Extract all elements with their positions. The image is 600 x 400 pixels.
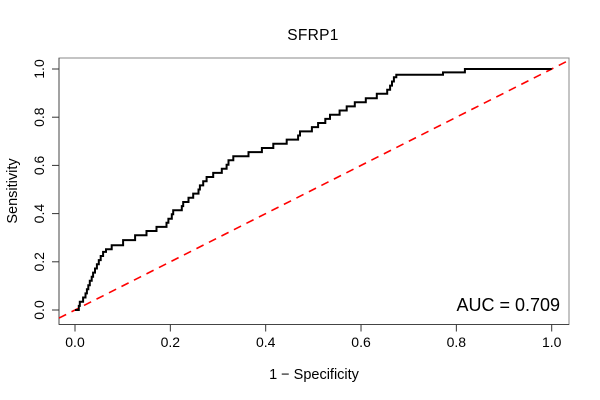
- y-tick-label: 0.4: [31, 204, 47, 224]
- x-tick-label: 0.0: [65, 334, 85, 350]
- x-tick-label: 0.2: [161, 334, 181, 350]
- y-tick-label: 0.6: [31, 155, 47, 175]
- x-tick-label: 0.4: [256, 334, 276, 350]
- y-tick-label: 0.2: [31, 252, 47, 272]
- roc-curve: [75, 68, 552, 311]
- chart-title: SFRP1: [287, 27, 338, 44]
- data-series: [58, 59, 570, 319]
- axis-ticks: 0.0 0.2 0.4 0.6 0.8 1.0 0.0 0.2 0.4 0.6 0.8 1.0: [31, 59, 562, 350]
- plot-box: [58, 57, 570, 325]
- y-axis-label: Sensitivity: [5, 158, 21, 224]
- y-tick-label: 0.0: [31, 300, 47, 320]
- x-tick-label: 0.8: [447, 334, 467, 350]
- x-axis-label: 1 − Specificity: [269, 367, 360, 383]
- auc-annotation: AUC = 0.709: [456, 295, 560, 315]
- x-tick-label: 0.6: [351, 334, 371, 350]
- x-tick-label: 1.0: [542, 334, 562, 350]
- y-tick-label: 0.8: [31, 107, 47, 127]
- y-tick-label: 1.0: [31, 59, 47, 79]
- chance-diagonal-line: [58, 59, 570, 319]
